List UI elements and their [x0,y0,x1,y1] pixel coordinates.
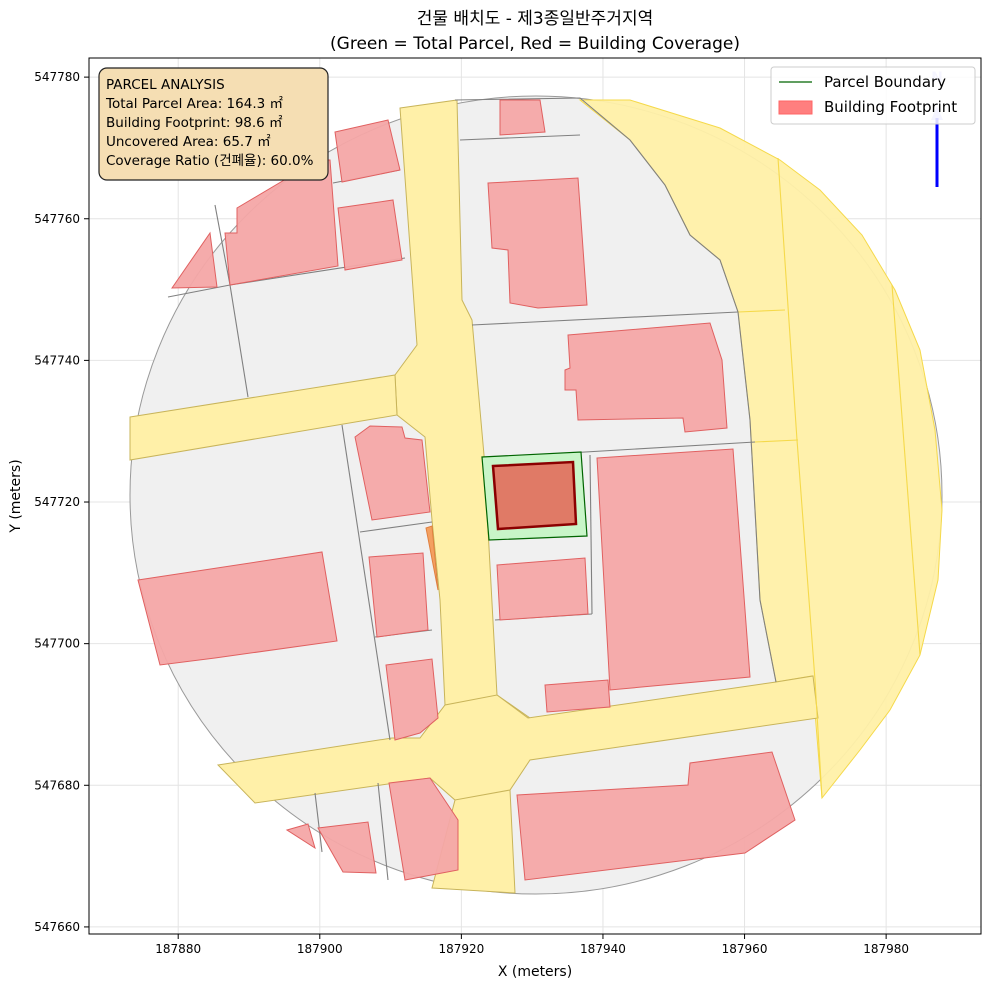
building-footprint [354,425,431,521]
building-footprint [487,177,588,309]
y-tick-label: 547680 [34,778,80,792]
y-tick-label: 547760 [34,212,80,226]
analysis-box: PARCEL ANALYSIS Total Parcel Area: 164.3… [98,67,329,181]
road [129,374,398,461]
parcel-line [341,424,391,741]
axis-ticks: 187880 187900 187920 187940 187960 187980 5477… [34,70,909,956]
building-footprint [337,199,403,271]
building-footprint [137,551,338,666]
y-axis-label: Y (meters) [8,459,24,533]
road-edge-line [777,157,823,799]
building-footprint [564,322,728,433]
y-tick-label: 547720 [34,495,80,509]
parcel-line [471,311,739,326]
building-footprint [317,821,377,874]
x-tick-label: 187900 [297,942,343,956]
parcel-line [359,521,433,533]
parcel-line [454,97,777,683]
building-footprint [544,679,611,713]
x-axis-label: X (meters) [498,964,572,980]
x-tick-label: 187920 [438,942,484,956]
analysis-line: Uncovered Area: 65.7 ㎡ [106,134,271,150]
analysis-heading: PARCEL ANALYSIS [106,77,225,93]
parcel-line [589,454,593,615]
building-footprint [285,823,316,850]
building-footprint [425,525,439,591]
legend: Parcel Boundary Building Footprint [770,66,976,125]
title-line-1: 건물 배치도 - 제3종일반주거지역 [417,9,653,29]
building-footprint [388,777,459,881]
legend-fill-swatch [778,100,813,115]
building-footprint [516,751,796,881]
plot-frame [88,57,982,935]
road-edge-line [891,284,921,656]
y-tick-label: 547660 [34,920,80,934]
road-edge-line [737,309,786,313]
y-tick-label: 547700 [34,637,80,651]
x-tick-label: 187880 [155,942,201,956]
parcel-line [377,782,389,881]
parcel-line [459,134,581,141]
building-footprint [496,557,589,621]
x-tick-label: 187980 [863,942,909,956]
building-footprint [368,552,429,638]
road-edge-line [754,439,799,443]
title-line-2: (Green = Total Parcel, Red = Building Co… [330,34,740,54]
x-tick-label: 187960 [722,942,768,956]
building-footprint [596,448,751,691]
parcel-line [314,792,323,853]
road [216,675,819,804]
y-tick-label: 547740 [34,353,80,367]
map-layers [129,95,943,895]
analysis-line: Coverage Ratio (건폐율): 60.0% [106,153,314,169]
building-footprint [171,231,218,289]
building-footprint [334,119,401,183]
legend-label-parcel: Parcel Boundary [824,73,946,91]
building-footprint [385,658,439,741]
y-tick-label: 547780 [34,70,80,84]
selected-building [491,460,578,531]
building-footprint [499,99,546,136]
analysis-line: Total Parcel Area: 164.3 ㎡ [105,96,283,112]
legend-label-building: Building Footprint [824,98,957,116]
analysis-line: Building Footprint: 98.6 ㎡ [106,115,283,131]
x-tick-label: 187940 [580,942,626,956]
